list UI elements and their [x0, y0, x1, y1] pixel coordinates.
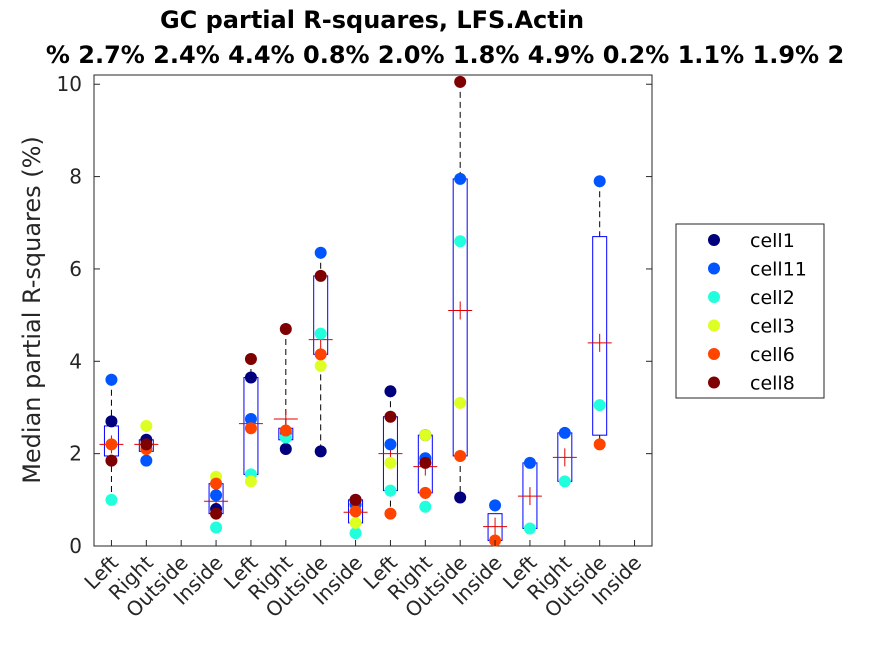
data-point-cell2	[105, 493, 118, 506]
data-point-cell6	[419, 486, 432, 499]
data-point-cell2	[210, 521, 223, 534]
data-point-cell1	[105, 415, 118, 428]
data-point-cell2	[314, 327, 327, 340]
data-point-cell6	[349, 505, 362, 518]
legend-label-cell2: cell2	[750, 287, 795, 309]
data-point-cell8	[454, 75, 467, 88]
x-axis: LeftRightOutsideInsideLeftRightOutsideIn…	[79, 540, 646, 622]
data-point-cell6	[210, 477, 223, 490]
data-point-cell1	[244, 371, 257, 384]
points-layer	[105, 75, 606, 547]
data-point-cell6	[593, 438, 606, 451]
legend-box	[675, 223, 825, 399]
data-point-cell1	[454, 491, 467, 504]
plot-frame	[93, 74, 653, 547]
plot-area-border	[93, 74, 653, 547]
legend-marker-cell6	[708, 348, 720, 360]
data-point-cell3	[384, 456, 397, 469]
data-point-cell11	[489, 499, 502, 512]
y-tick-label: 8	[69, 165, 82, 189]
data-point-cell2	[384, 484, 397, 497]
chart-subtitle: % 2.7% 2.4% 4.4% 0.8% 2.0% 1.8% 4.9% 0.2…	[46, 41, 844, 69]
data-point-cell2	[419, 500, 432, 513]
legend-label-cell3: cell3	[750, 316, 795, 338]
data-point-cell3	[140, 419, 153, 432]
y-tick-label: 0	[69, 534, 82, 558]
data-point-cell2	[593, 399, 606, 412]
data-point-cell3	[419, 429, 432, 442]
data-point-cell8	[349, 493, 362, 506]
data-point-cell8	[244, 352, 257, 365]
data-point-cell6	[384, 507, 397, 520]
data-point-cell11	[314, 246, 327, 259]
data-point-cell8	[314, 269, 327, 282]
data-point-cell11	[384, 438, 397, 451]
legend-marker-cell2	[708, 291, 720, 303]
data-point-cell6	[279, 424, 292, 437]
data-point-cell11	[523, 456, 536, 469]
data-point-cell2	[454, 235, 467, 248]
data-point-cell11	[244, 413, 257, 426]
data-point-cell11	[105, 373, 118, 386]
data-point-cell8	[210, 507, 223, 520]
data-point-cell8	[419, 456, 432, 469]
legend-label-cell8: cell8	[750, 373, 795, 395]
legend-marker-cell8	[708, 376, 720, 389]
data-point-cell11	[593, 175, 606, 188]
data-point-cell11	[140, 454, 153, 467]
y-tick-label: 2	[69, 442, 82, 466]
data-point-cell8	[140, 438, 153, 451]
data-point-cell6	[105, 438, 118, 451]
legend-label-cell1: cell1	[750, 230, 795, 252]
y-tick-label: 10	[57, 72, 82, 96]
box-body	[592, 236, 608, 436]
data-point-cell3	[454, 396, 467, 409]
legend-label-cell11: cell11	[750, 259, 807, 281]
data-point-cell1	[279, 443, 292, 456]
data-point-cell11	[210, 489, 223, 502]
data-point-cell8	[105, 454, 118, 467]
data-point-cell2	[349, 527, 362, 540]
y-tick-label: 6	[69, 257, 82, 281]
legend-marker-cell11	[708, 262, 720, 275]
data-point-cell8	[279, 322, 292, 335]
data-point-cell1	[384, 385, 397, 398]
y-axis: 0 2 4 6 8 10	[57, 72, 652, 558]
data-point-cell11	[454, 172, 467, 185]
data-point-cell3	[244, 475, 257, 488]
data-point-cell11	[558, 426, 571, 439]
y-tick-label: 4	[69, 349, 82, 373]
data-point-cell3	[349, 516, 362, 529]
data-point-cell6	[454, 449, 467, 462]
box-layer	[99, 81, 612, 541]
data-point-cell1	[314, 445, 327, 458]
data-point-cell2	[523, 522, 536, 535]
data-point-cell3	[314, 359, 327, 372]
chart-title: GC partial R-squares, LFS.Actin	[160, 6, 584, 34]
data-point-cell6	[314, 348, 327, 361]
legend-marker-cell1	[708, 234, 720, 246]
legend: cell1 cell11 cell2 cell3 cell6 cell8	[675, 223, 825, 399]
legend-label-cell6: cell6	[750, 344, 795, 366]
data-point-cell6	[244, 422, 257, 435]
data-point-cell2	[558, 475, 571, 488]
y-axis-label: Median partial R-squares (%)	[18, 136, 46, 484]
legend-marker-cell3	[708, 319, 720, 332]
data-point-cell8	[384, 410, 397, 423]
